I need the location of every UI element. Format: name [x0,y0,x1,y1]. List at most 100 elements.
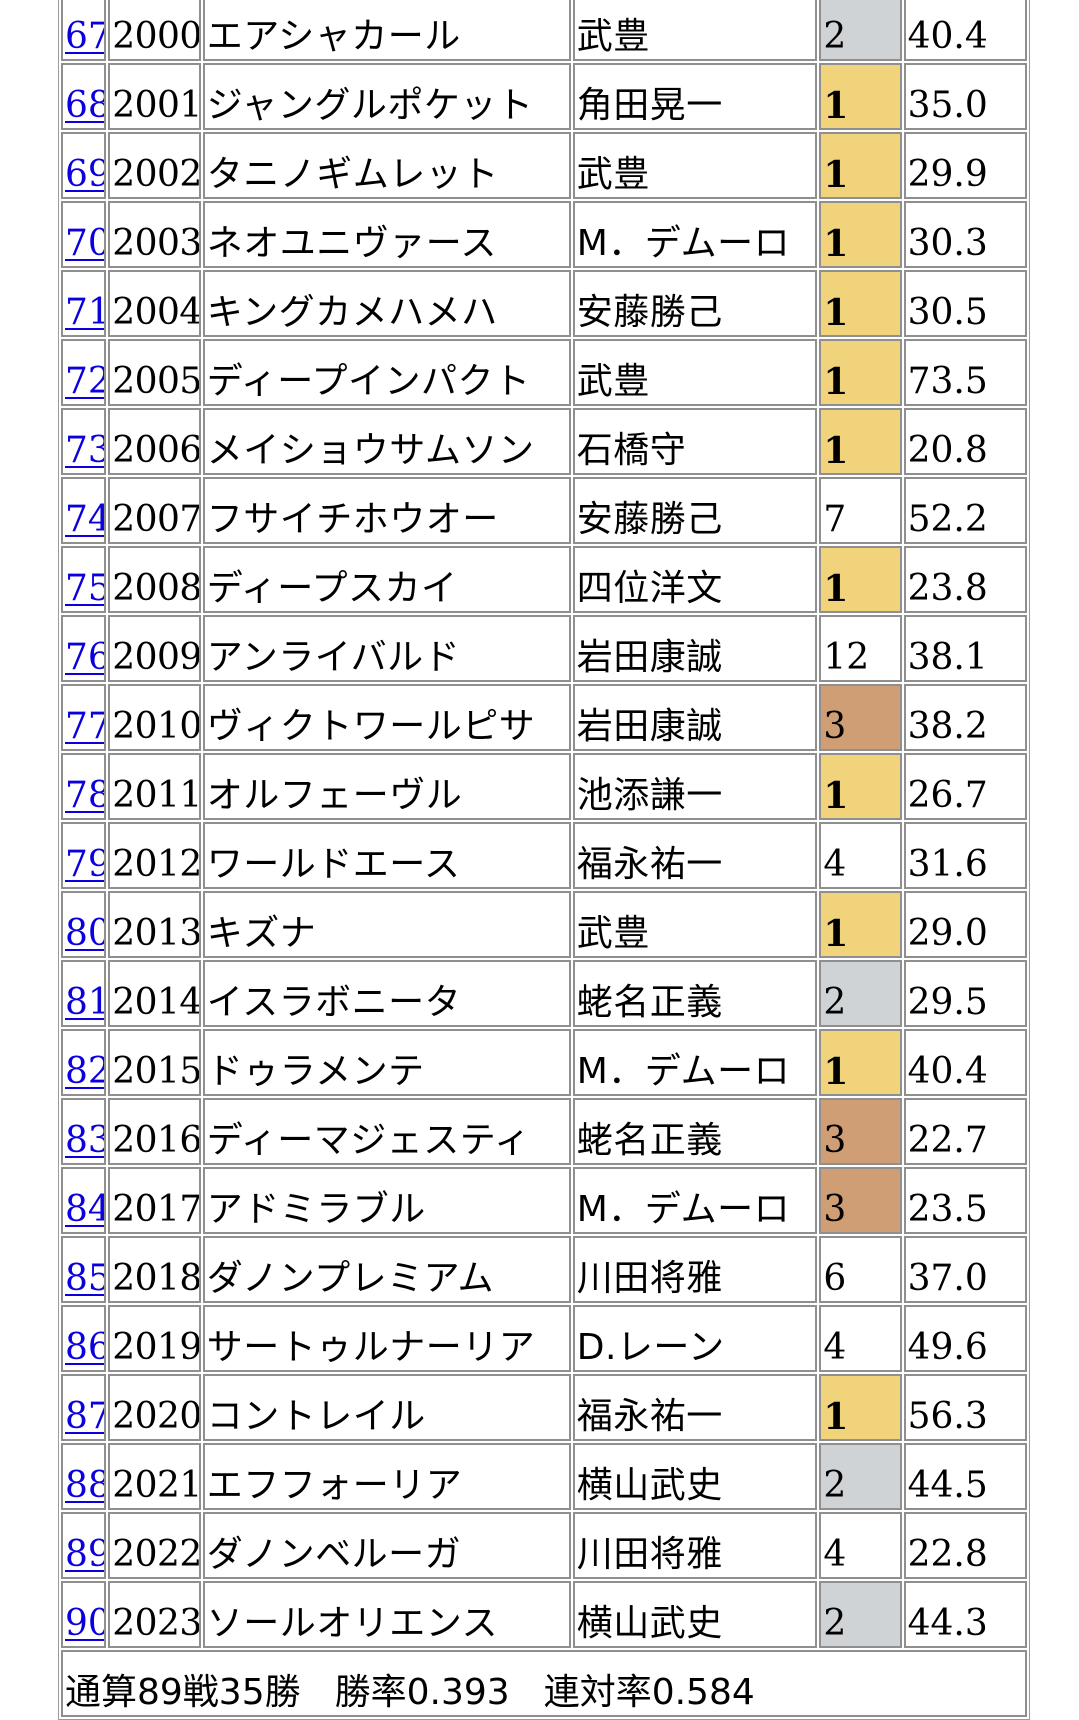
race-number-link[interactable]: 86 [65,1327,104,1368]
placing-cell: 2 [819,960,902,1027]
year-cell: 2005 [108,339,201,406]
horse-name-cell: ソールオリエンス [202,1581,571,1648]
horse-name-cell: アンライバルド [202,615,571,682]
race-number-link[interactable]: 70 [65,223,104,264]
race-number-link[interactable]: 67 [65,16,104,57]
horse-name-cell: ディープインパクト [202,339,571,406]
jockey-cell: 武豊 [572,339,818,406]
horse-name-cell: タニノギムレット [202,132,571,199]
race-number-link[interactable]: 73 [65,430,104,471]
placing-cell: 4 [819,822,902,889]
horse-name-cell: ダノンプレミアム [202,1236,571,1303]
race-number-link[interactable]: 77 [65,706,104,747]
horse-name-cell: ダノンベルーガ [202,1512,571,1579]
race-number-link[interactable]: 80 [65,913,104,954]
odds-cell: 23.8 [903,546,1027,613]
race-number-link[interactable]: 78 [65,775,104,816]
placing-cell: 7 [819,477,902,544]
race-number-cell: 71 [61,270,107,337]
jockey-cell: D.レーン [572,1305,818,1372]
race-number-link[interactable]: 79 [65,844,104,885]
summary-record: 通算89戦35勝 [65,1672,301,1713]
table-row: 89 2022 ダノンベルーガ 川田将雅 4 22.8 [61,1512,1027,1579]
odds-cell: 29.0 [903,891,1027,958]
placing-cell: 2 [819,1443,902,1510]
placing-cell: 4 [819,1512,902,1579]
jockey-cell: 四位洋文 [572,546,818,613]
odds-cell: 73.5 [903,339,1027,406]
odds-cell: 40.4 [903,1029,1027,1096]
table-row: 81 2014 イスラボニータ 蛯名正義 2 29.5 [61,960,1027,1027]
race-number-cell: 81 [61,960,107,1027]
odds-cell: 40.4 [903,0,1027,61]
race-number-link[interactable]: 81 [65,982,104,1023]
jockey-cell: 川田将雅 [572,1236,818,1303]
year-cell: 2000 [108,0,201,61]
placing-cell: 1 [819,339,902,406]
odds-cell: 37.0 [903,1236,1027,1303]
jockey-cell: 福永祐一 [572,1374,818,1441]
odds-cell: 38.2 [903,684,1027,751]
race-number-link[interactable]: 68 [65,85,104,126]
jockey-cell: 安藤勝己 [572,270,818,337]
summary-row: 通算89戦35勝 勝率0.393 連対率0.584 [61,1650,1027,1717]
horse-name-cell: エアシャカール [202,0,571,61]
race-number-cell: 75 [61,546,107,613]
race-number-link[interactable]: 87 [65,1396,104,1437]
race-number-link[interactable]: 71 [65,292,104,333]
table-row: 74 2007 フサイチホウオー 安藤勝己 7 52.2 [61,477,1027,544]
race-number-link[interactable]: 89 [65,1534,104,1575]
race-number-cell: 89 [61,1512,107,1579]
year-cell: 2015 [108,1029,201,1096]
race-number-cell: 70 [61,201,107,268]
table-row: 84 2017 アドミラブル M．デムーロ 3 23.5 [61,1167,1027,1234]
jockey-cell: 武豊 [572,891,818,958]
odds-cell: 52.2 [903,477,1027,544]
jockey-cell: 横山武史 [572,1581,818,1648]
race-number-link[interactable]: 69 [65,154,104,195]
table-row: 71 2004 キングカメハメハ 安藤勝己 1 30.5 [61,270,1027,337]
horse-name-cell: ジャングルポケット [202,63,571,130]
year-cell: 2004 [108,270,201,337]
table-row: 76 2009 アンライバルド 岩田康誠 12 38.1 [61,615,1027,682]
table-row: 88 2021 エフフォーリア 横山武史 2 44.5 [61,1443,1027,1510]
placing-cell: 1 [819,63,902,130]
horse-name-cell: ヴィクトワールピサ [202,684,571,751]
race-number-link[interactable]: 82 [65,1051,104,1092]
table-row: 67 2000 エアシャカール 武豊 2 40.4 [61,0,1027,61]
table-row: 75 2008 ディープスカイ 四位洋文 1 23.8 [61,546,1027,613]
odds-cell: 23.5 [903,1167,1027,1234]
placing-cell: 3 [819,684,902,751]
odds-cell: 30.5 [903,270,1027,337]
race-number-cell: 84 [61,1167,107,1234]
year-cell: 2007 [108,477,201,544]
summary-cell: 通算89戦35勝 勝率0.393 連対率0.584 [61,1650,1027,1717]
race-number-cell: 72 [61,339,107,406]
race-number-link[interactable]: 90 [65,1603,104,1644]
results-table: 67 2000 エアシャカール 武豊 2 40.4 68 2001 ジャングルポ… [58,0,1030,1720]
race-number-link[interactable]: 72 [65,361,104,402]
race-number-link[interactable]: 76 [65,637,104,678]
summary-place-rate: 連対率0.584 [543,1672,755,1713]
race-number-link[interactable]: 84 [65,1189,104,1230]
race-number-link[interactable]: 75 [65,568,104,609]
jockey-cell: M．デムーロ [572,1167,818,1234]
race-number-link[interactable]: 85 [65,1258,104,1299]
odds-cell: 49.6 [903,1305,1027,1372]
race-number-link[interactable]: 74 [65,499,104,540]
race-number-cell: 73 [61,408,107,475]
table-row: 82 2015 ドゥラメンテ M．デムーロ 1 40.4 [61,1029,1027,1096]
table-row: 83 2016 ディーマジェスティ 蛯名正義 3 22.7 [61,1098,1027,1165]
placing-cell: 1 [819,1374,902,1441]
horse-name-cell: アドミラブル [202,1167,571,1234]
placing-cell: 2 [819,1581,902,1648]
jockey-cell: 横山武史 [572,1443,818,1510]
year-cell: 2008 [108,546,201,613]
odds-cell: 44.3 [903,1581,1027,1648]
table-row: 79 2012 ワールドエース 福永祐一 4 31.6 [61,822,1027,889]
horse-name-cell: キングカメハメハ [202,270,571,337]
race-number-link[interactable]: 83 [65,1120,104,1161]
race-number-cell: 69 [61,132,107,199]
odds-cell: 22.7 [903,1098,1027,1165]
race-number-link[interactable]: 88 [65,1465,104,1506]
